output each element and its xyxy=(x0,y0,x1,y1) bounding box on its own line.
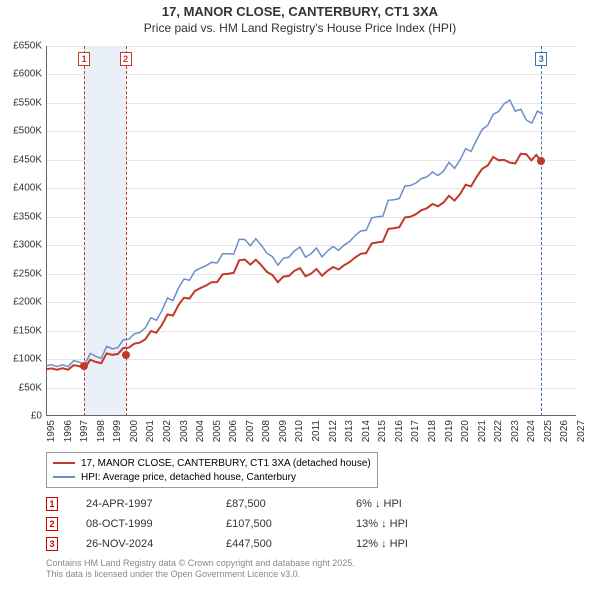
x-tick-label: 2003 xyxy=(179,420,190,448)
x-tick-label: 2011 xyxy=(311,420,322,448)
y-tick-label: £150K xyxy=(2,325,42,336)
x-tick-label: 2018 xyxy=(427,420,438,448)
x-tick-label: 1998 xyxy=(96,420,107,448)
x-tick-label: 1996 xyxy=(63,420,74,448)
event-marker: 1 xyxy=(78,52,90,66)
x-tick-label: 2024 xyxy=(526,420,537,448)
legend-label: 17, MANOR CLOSE, CANTERBURY, CT1 3XA (de… xyxy=(81,458,371,469)
x-tick-label: 2007 xyxy=(245,420,256,448)
transaction-marker: 1 xyxy=(46,497,58,511)
x-tick-label: 2001 xyxy=(145,420,156,448)
y-tick-label: £450K xyxy=(2,154,42,165)
x-tick-label: 2021 xyxy=(477,420,488,448)
footer-line: Contains HM Land Registry data © Crown c… xyxy=(46,558,355,569)
chart-title: 17, MANOR CLOSE, CANTERBURY, CT1 3XA xyxy=(0,4,600,19)
y-tick-label: £100K xyxy=(2,354,42,365)
chart-subtitle: Price paid vs. HM Land Registry's House … xyxy=(0,21,600,35)
x-tick-label: 2006 xyxy=(228,420,239,448)
transaction-price: £447,500 xyxy=(226,538,356,550)
x-tick-label: 2026 xyxy=(559,420,570,448)
y-tick-label: £500K xyxy=(2,126,42,137)
transaction-table: 1 24-APR-1997 £87,500 6% ↓ HPI 2 08-OCT-… xyxy=(46,494,456,554)
y-tick-label: £400K xyxy=(2,183,42,194)
x-tick-label: 2027 xyxy=(576,420,587,448)
datapoint xyxy=(80,362,88,370)
y-tick-label: £50K xyxy=(2,382,42,393)
x-tick-label: 2005 xyxy=(212,420,223,448)
legend-swatch xyxy=(53,476,75,478)
datapoint xyxy=(122,351,130,359)
transaction-date: 08-OCT-1999 xyxy=(86,518,226,530)
legend-label: HPI: Average price, detached house, Cant… xyxy=(81,472,296,483)
transaction-price: £107,500 xyxy=(226,518,356,530)
x-tick-label: 2019 xyxy=(444,420,455,448)
chart-lines xyxy=(46,46,576,416)
transaction-date: 24-APR-1997 xyxy=(86,498,226,510)
x-tick-label: 2025 xyxy=(543,420,554,448)
y-tick-label: £0 xyxy=(2,411,42,422)
legend: 17, MANOR CLOSE, CANTERBURY, CT1 3XA (de… xyxy=(46,452,378,488)
x-tick-label: 2023 xyxy=(510,420,521,448)
x-tick-label: 2016 xyxy=(394,420,405,448)
x-tick-label: 2014 xyxy=(361,420,372,448)
footer-line: This data is licensed under the Open Gov… xyxy=(46,569,355,580)
series-property xyxy=(46,154,541,370)
chart-title-block: 17, MANOR CLOSE, CANTERBURY, CT1 3XA Pri… xyxy=(0,0,600,35)
table-row: 3 26-NOV-2024 £447,500 12% ↓ HPI xyxy=(46,534,456,554)
table-row: 1 24-APR-1997 £87,500 6% ↓ HPI xyxy=(46,494,456,514)
transaction-delta: 12% ↓ HPI xyxy=(356,538,456,550)
transaction-delta: 13% ↓ HPI xyxy=(356,518,456,530)
x-tick-label: 1997 xyxy=(79,420,90,448)
transaction-price: £87,500 xyxy=(226,498,356,510)
x-tick-label: 1999 xyxy=(112,420,123,448)
x-tick-label: 2012 xyxy=(328,420,339,448)
x-tick-label: 2002 xyxy=(162,420,173,448)
x-tick-label: 2000 xyxy=(129,420,140,448)
y-tick-label: £250K xyxy=(2,268,42,279)
y-tick-label: £200K xyxy=(2,297,42,308)
legend-swatch xyxy=(53,462,75,464)
x-tick-label: 2004 xyxy=(195,420,206,448)
legend-item: 17, MANOR CLOSE, CANTERBURY, CT1 3XA (de… xyxy=(53,456,371,470)
x-tick-label: 2022 xyxy=(493,420,504,448)
transaction-marker: 3 xyxy=(46,537,58,551)
x-tick-label: 2015 xyxy=(377,420,388,448)
transaction-marker: 2 xyxy=(46,517,58,531)
y-tick-label: £300K xyxy=(2,240,42,251)
y-tick-label: £550K xyxy=(2,97,42,108)
x-tick-label: 2020 xyxy=(460,420,471,448)
x-tick-label: 2010 xyxy=(294,420,305,448)
x-tick-label: 2008 xyxy=(261,420,272,448)
transaction-date: 26-NOV-2024 xyxy=(86,538,226,550)
transaction-delta: 6% ↓ HPI xyxy=(356,498,456,510)
event-marker: 3 xyxy=(535,52,547,66)
x-tick-label: 2017 xyxy=(410,420,421,448)
footer-attribution: Contains HM Land Registry data © Crown c… xyxy=(46,558,355,581)
series-hpi xyxy=(46,100,543,367)
event-marker: 2 xyxy=(120,52,132,66)
x-tick-label: 2009 xyxy=(278,420,289,448)
table-row: 2 08-OCT-1999 £107,500 13% ↓ HPI xyxy=(46,514,456,534)
x-tick-label: 2013 xyxy=(344,420,355,448)
datapoint xyxy=(537,157,545,165)
x-tick-label: 1995 xyxy=(46,420,57,448)
y-tick-label: £650K xyxy=(2,41,42,52)
y-tick-label: £600K xyxy=(2,69,42,80)
y-tick-label: £350K xyxy=(2,211,42,222)
legend-item: HPI: Average price, detached house, Cant… xyxy=(53,470,371,484)
